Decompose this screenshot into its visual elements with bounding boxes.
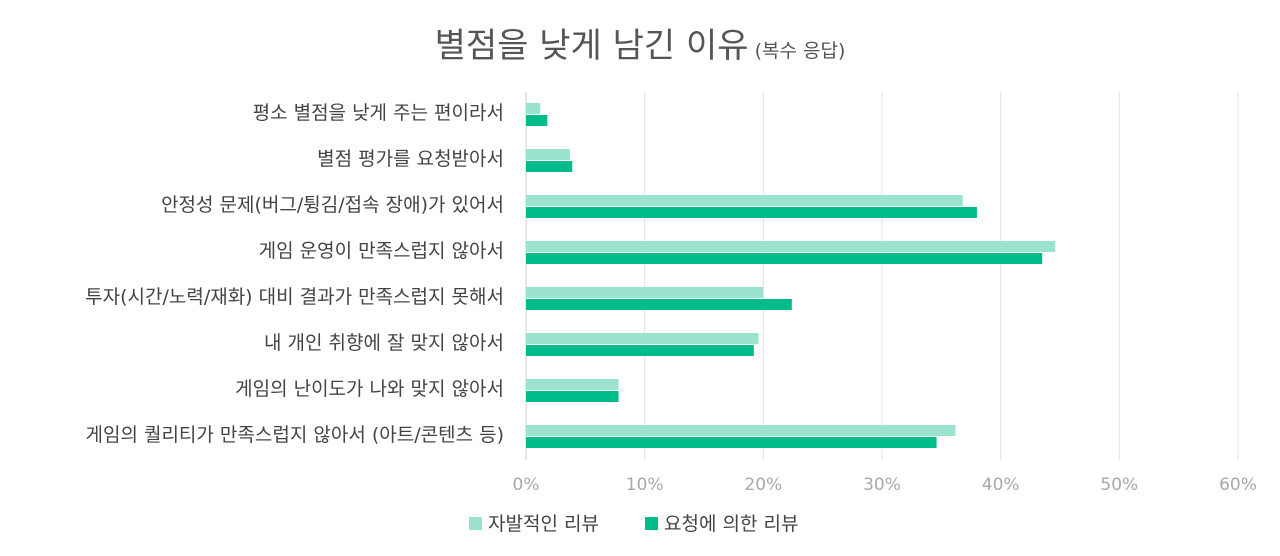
category-label: 별점 평가를 요청받아서	[317, 148, 504, 170]
bar	[526, 241, 1056, 252]
bar	[526, 425, 956, 436]
bar	[526, 149, 570, 160]
legend-swatch	[645, 517, 658, 530]
bar	[526, 333, 759, 344]
x-tick-label: 60%	[1219, 475, 1257, 495]
bar	[526, 103, 541, 114]
bar	[526, 287, 764, 298]
bar	[526, 345, 754, 356]
category-label: 게임 운영이 만족스럽지 않아서	[259, 240, 504, 262]
bar	[526, 195, 963, 206]
legend-label: 요청에 의한 리뷰	[664, 513, 798, 535]
bar	[526, 115, 548, 126]
x-tick-label: 30%	[863, 475, 901, 495]
category-label: 평소 별점을 낮게 주는 편이라서	[253, 102, 504, 124]
x-tick-label: 0%	[513, 475, 540, 495]
x-tick-label: 10%	[626, 475, 664, 495]
bar	[526, 207, 977, 218]
x-tick-label: 50%	[1100, 475, 1138, 495]
category-label: 게임의 난이도가 나와 맞지 않아서	[235, 378, 504, 400]
bar	[526, 379, 619, 390]
legend-swatch	[469, 517, 482, 530]
category-label: 투자(시간/노력/재화) 대비 결과가 만족스럽지 못해서	[85, 286, 504, 308]
category-label: 게임의 퀄리티가 만족스럽지 않아서 (아트/콘텐츠 등)	[85, 424, 504, 446]
chart-title: 별점을 낮게 남긴 이유 (복수 응답)	[0, 18, 1280, 67]
x-tick-label: 20%	[744, 475, 782, 495]
chart-title-main: 별점을 낮게 남긴 이유	[434, 26, 749, 66]
legend-label: 자발적인 리뷰	[488, 513, 599, 535]
bar	[526, 437, 937, 448]
bar	[526, 253, 1043, 264]
chart-subtitle: (복수 응답)	[754, 40, 846, 62]
bar	[526, 391, 619, 402]
x-tick-label: 40%	[982, 475, 1020, 495]
bar	[526, 161, 573, 172]
category-label: 내 개인 취향에 잘 맞지 않아서	[264, 332, 504, 354]
category-label: 안정성 문제(버그/튕김/접속 장애)가 있어서	[161, 194, 504, 216]
bar	[526, 299, 792, 310]
